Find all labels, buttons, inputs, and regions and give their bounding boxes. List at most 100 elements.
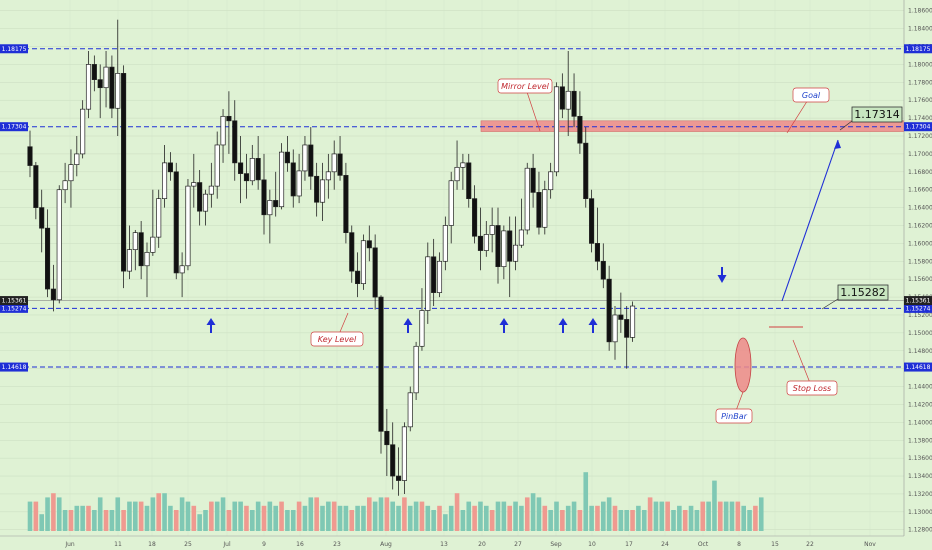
candle-body <box>261 179 267 216</box>
candle-body <box>343 175 349 234</box>
time-tick-label: Oct <box>698 541 709 548</box>
price-tick-label: 1.14200 <box>908 401 932 408</box>
volume-bar <box>349 510 355 531</box>
pinbar-callout-box <box>715 408 753 424</box>
volume-bar <box>636 505 641 531</box>
volume-bar <box>595 505 600 531</box>
level-value-box <box>0 303 28 313</box>
volume-bar <box>718 501 723 531</box>
volume-bar <box>308 497 314 531</box>
candle-body <box>33 165 39 208</box>
volume-bar <box>109 510 115 531</box>
volume-bar <box>554 501 559 531</box>
volume-bar <box>86 505 91 531</box>
level-value-box <box>904 44 932 54</box>
volume-bar <box>168 505 173 531</box>
candle-body <box>91 64 97 80</box>
level-value-label: 1.15274 <box>906 305 931 312</box>
pinbar-highlight <box>734 337 752 393</box>
candle-body <box>308 144 314 177</box>
candle-body <box>144 251 150 267</box>
candle-body <box>39 207 45 229</box>
volume-bar <box>326 501 331 531</box>
candle-body <box>44 227 51 290</box>
volume-bar <box>489 510 495 531</box>
volume-bar <box>735 501 741 531</box>
candle-body <box>530 167 536 193</box>
volume-bar <box>267 501 273 531</box>
candle-body <box>150 236 156 253</box>
time-tick-label: 27 <box>514 541 522 548</box>
volume-bar <box>150 497 156 531</box>
volume-bar <box>51 493 56 531</box>
target-arrow-shaft <box>781 139 839 302</box>
volume-bar <box>396 505 401 531</box>
volume-bar <box>671 510 676 531</box>
volume-bar <box>454 493 460 531</box>
volume-bar <box>226 510 232 531</box>
candle-body <box>355 270 361 285</box>
volume-bar <box>173 510 179 531</box>
volume-bar <box>92 510 97 531</box>
price-tick-label: 1.13800 <box>908 437 932 444</box>
price-box-pointer <box>839 120 853 131</box>
candle-body <box>197 182 203 212</box>
candle-body <box>372 247 378 298</box>
volume-bar <box>694 510 700 531</box>
candle-body <box>27 146 33 166</box>
candle-body <box>600 260 606 280</box>
volume-bar <box>232 501 238 531</box>
candle-body <box>331 153 337 173</box>
volume-bar <box>331 501 337 531</box>
time-tick-label: 18 <box>148 541 156 548</box>
candle-body <box>431 256 437 293</box>
volume-bar <box>413 501 419 531</box>
rejection-arrow-head <box>717 275 727 283</box>
candle-body <box>249 158 255 182</box>
volume-bar <box>519 505 524 531</box>
volume-bars <box>27 472 764 531</box>
candle-body <box>624 319 630 338</box>
time-axis-background <box>0 536 932 550</box>
volume-bar <box>565 505 571 531</box>
price-tick-label: 1.15200 <box>908 312 932 319</box>
candle-body <box>577 115 583 144</box>
candle-body <box>542 189 548 228</box>
candle-body <box>536 192 542 228</box>
candle-body <box>50 288 56 301</box>
price-tick-label: 1.14800 <box>908 348 932 355</box>
level-value-box <box>904 303 932 313</box>
price-tick-label: 1.13600 <box>908 455 932 462</box>
volume-bar <box>677 505 682 531</box>
volume-bar <box>343 505 349 531</box>
candle-body <box>162 162 168 200</box>
volume-bar <box>507 505 512 531</box>
candle-body <box>419 310 425 347</box>
candle-body <box>337 153 343 176</box>
candle-body <box>384 430 390 446</box>
price-tick-label: 1.15000 <box>908 330 932 337</box>
price-box-label: 1.17314 <box>854 108 900 121</box>
volume-bar <box>185 501 191 531</box>
volume-bar <box>688 505 694 531</box>
support-arrow-head <box>499 318 509 325</box>
candle-body <box>185 185 191 267</box>
mirror-level-callout-pointer <box>524 85 541 132</box>
volume-bar <box>115 497 121 531</box>
candle-body <box>56 189 62 301</box>
stop-loss-callout-label: Stop Loss <box>793 384 831 393</box>
candle-body <box>126 249 133 272</box>
price-tick-label: 1.17800 <box>908 79 932 86</box>
level-value-box <box>0 44 28 54</box>
candle-body <box>97 79 103 89</box>
time-tick-label: Jul <box>222 541 231 548</box>
volume-bar <box>729 501 735 531</box>
candle-body <box>378 296 384 432</box>
time-tick-label: Sep <box>550 541 562 548</box>
volume-bar <box>618 510 624 531</box>
volume-bar <box>314 497 319 531</box>
volume-bar <box>402 497 407 531</box>
candle-body <box>501 230 507 268</box>
price-tick-label: 1.13000 <box>908 509 932 516</box>
volume-bar <box>571 501 577 531</box>
